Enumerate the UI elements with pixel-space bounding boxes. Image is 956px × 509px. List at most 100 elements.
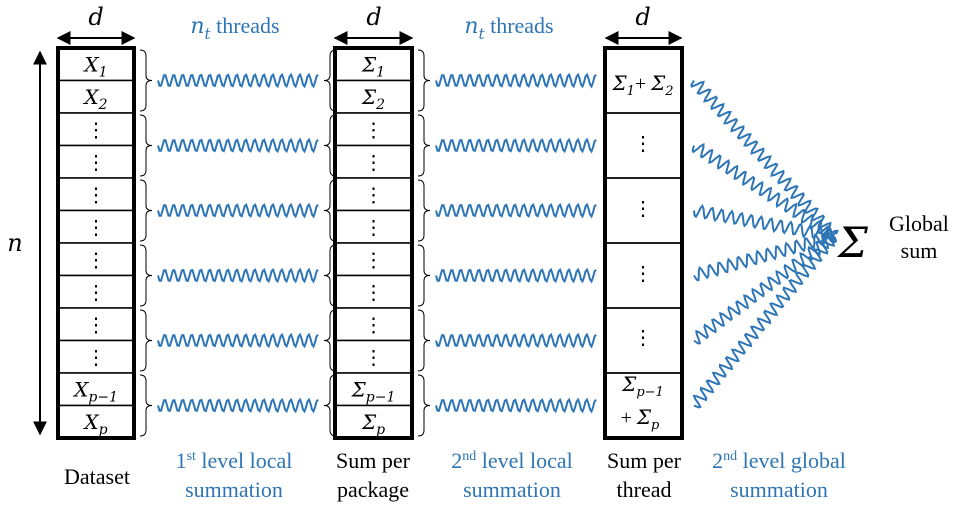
package-sum-cell: Σp−1	[334, 372, 413, 407]
package-sum-column: Σ1 Σ2 ⋮ ⋮ ⋮ ⋮ ⋮ ⋮ ⋮ ⋮ Σp−1 Σp	[333, 46, 414, 440]
package-sum-label: Σ1	[361, 52, 385, 80]
thread-count-label-second: nt threads	[464, 13, 553, 43]
package-sum-label: ⋮	[364, 282, 384, 304]
package-sum-cell: Σ2	[334, 79, 413, 114]
package-sum-cell: ⋮	[334, 209, 413, 244]
group-brace	[417, 114, 431, 177]
global-sum-label: Global	[889, 211, 949, 236]
thread-wave-global	[690, 79, 839, 237]
thread-wave-global	[691, 142, 838, 240]
group-brace	[323, 244, 337, 307]
package-caption: Sum per	[336, 448, 411, 473]
dataset-cell: ⋮	[57, 112, 135, 147]
dataset-label: ⋮	[86, 184, 106, 206]
thread-sum-cell-first: Σ1+ Σ2	[611, 71, 673, 99]
thread-wave-first-level	[157, 397, 319, 414]
package-sum-cell: ⋮	[334, 339, 413, 374]
thread-sum-cell-last: Σp−1 + Σp	[621, 372, 664, 433]
package-sum-cell: Σp	[334, 404, 413, 439]
package-sum-label: Σ2	[361, 85, 385, 113]
dataset-cell: Xp	[57, 404, 135, 439]
group-brace	[139, 244, 153, 307]
thread-caption: Sum per	[607, 448, 682, 473]
thread-connectors	[139, 49, 839, 437]
group-brace	[323, 374, 337, 437]
dataset-cell: ⋮	[57, 307, 135, 342]
thread-wave-global	[693, 204, 834, 243]
global-sum-symbol: Σ	[836, 218, 868, 267]
width-label-thread: d	[635, 3, 650, 31]
group-brace	[323, 49, 337, 112]
group-brace	[417, 244, 431, 307]
package-sum-label: ⋮	[364, 152, 384, 174]
thread-wave-second-level	[435, 72, 597, 89]
thread-wave-second-level	[435, 332, 597, 349]
dataset-label: ⋮	[86, 152, 106, 174]
dataset-caption: Dataset	[64, 464, 130, 489]
thread-sum-cell-ellipsis: ⋮	[633, 133, 653, 155]
svg-text:+ Σp: + Σp	[621, 405, 660, 433]
dataset-cell: ⋮	[57, 209, 135, 244]
package-sum-label: ⋮	[364, 314, 384, 336]
thread-wave-first-level	[157, 332, 319, 349]
width-label-dataset: d	[88, 3, 103, 31]
group-brace	[139, 179, 153, 242]
dataset-cell: ⋮	[57, 339, 135, 374]
package-sum-cell: Σ1	[334, 47, 413, 82]
dataset-label: Xp	[82, 410, 107, 438]
stage-caption-second-local-line2: summation	[463, 477, 561, 502]
package-sum-label: ⋮	[364, 249, 384, 271]
group-brace	[323, 179, 337, 242]
thread-wave-second-level	[435, 202, 597, 219]
thread-wave-first-level	[157, 72, 319, 89]
package-caption-line2: package	[337, 477, 409, 502]
dataset-label: ⋮	[86, 314, 106, 336]
thread-caption-line2: thread	[617, 477, 672, 502]
dataset-cell: X2	[57, 79, 135, 114]
group-brace	[139, 49, 153, 112]
dataset-column: X1 X2 ⋮ ⋮ ⋮ ⋮ ⋮ ⋮ ⋮ ⋮ Xp−1 Xp	[56, 46, 136, 440]
svg-text:Σp−1: Σp−1	[621, 372, 664, 400]
package-sum-outline	[333, 46, 414, 440]
stage-caption-first-local-line2: summation	[185, 477, 283, 502]
group-brace	[417, 309, 431, 372]
dataset-label: ⋮	[86, 347, 106, 369]
dataset-label: ⋮	[86, 217, 106, 239]
stage-caption-second-global: 2nd level global	[712, 448, 846, 473]
dataset-cell: ⋮	[57, 144, 135, 179]
dataset-cell: ⋮	[57, 177, 135, 212]
dataset-label: ⋮	[86, 249, 106, 271]
thread-wave-first-level	[157, 267, 319, 284]
dataset-cell: ⋮	[57, 274, 135, 309]
dataset-label: ⋮	[86, 119, 106, 141]
package-sum-label: Σp	[361, 410, 385, 438]
dataset-label: X2	[82, 85, 107, 113]
thread-wave-first-level	[157, 137, 319, 154]
stage-caption-first-local: 1st level local	[176, 448, 293, 473]
group-brace	[139, 114, 153, 177]
package-sum-label: ⋮	[364, 217, 384, 239]
thread-wave-global	[692, 232, 836, 409]
group-brace	[417, 49, 431, 112]
thread-sum-column: Σ1+ Σ2 ⋮ ⋮ ⋮ ⋮ Σp−1 + Σp	[603, 46, 684, 440]
package-sum-label: ⋮	[364, 119, 384, 141]
dataset-cell: ⋮	[57, 242, 135, 277]
thread-wave-first-level	[157, 202, 319, 219]
package-sum-cell: ⋮	[334, 242, 413, 277]
thread-count-label-first: nt threads	[190, 13, 279, 43]
thread-sum-cell-ellipsis: ⋮	[633, 198, 653, 220]
package-sum-label: Σp−1	[351, 377, 396, 405]
package-sum-cell: ⋮	[334, 307, 413, 342]
dataset-cell: Xp−1	[57, 372, 135, 407]
svg-text:Σ1+ Σ2: Σ1+ Σ2	[611, 71, 673, 99]
package-sum-cell: ⋮	[334, 177, 413, 212]
height-label: n	[7, 229, 22, 257]
width-label-package: d	[366, 3, 381, 31]
dataset-outline	[56, 46, 136, 440]
package-sum-cell: ⋮	[334, 144, 413, 179]
thread-wave-global	[693, 230, 835, 282]
group-brace	[139, 374, 153, 437]
thread-wave-second-level	[435, 267, 597, 284]
group-brace	[323, 114, 337, 177]
